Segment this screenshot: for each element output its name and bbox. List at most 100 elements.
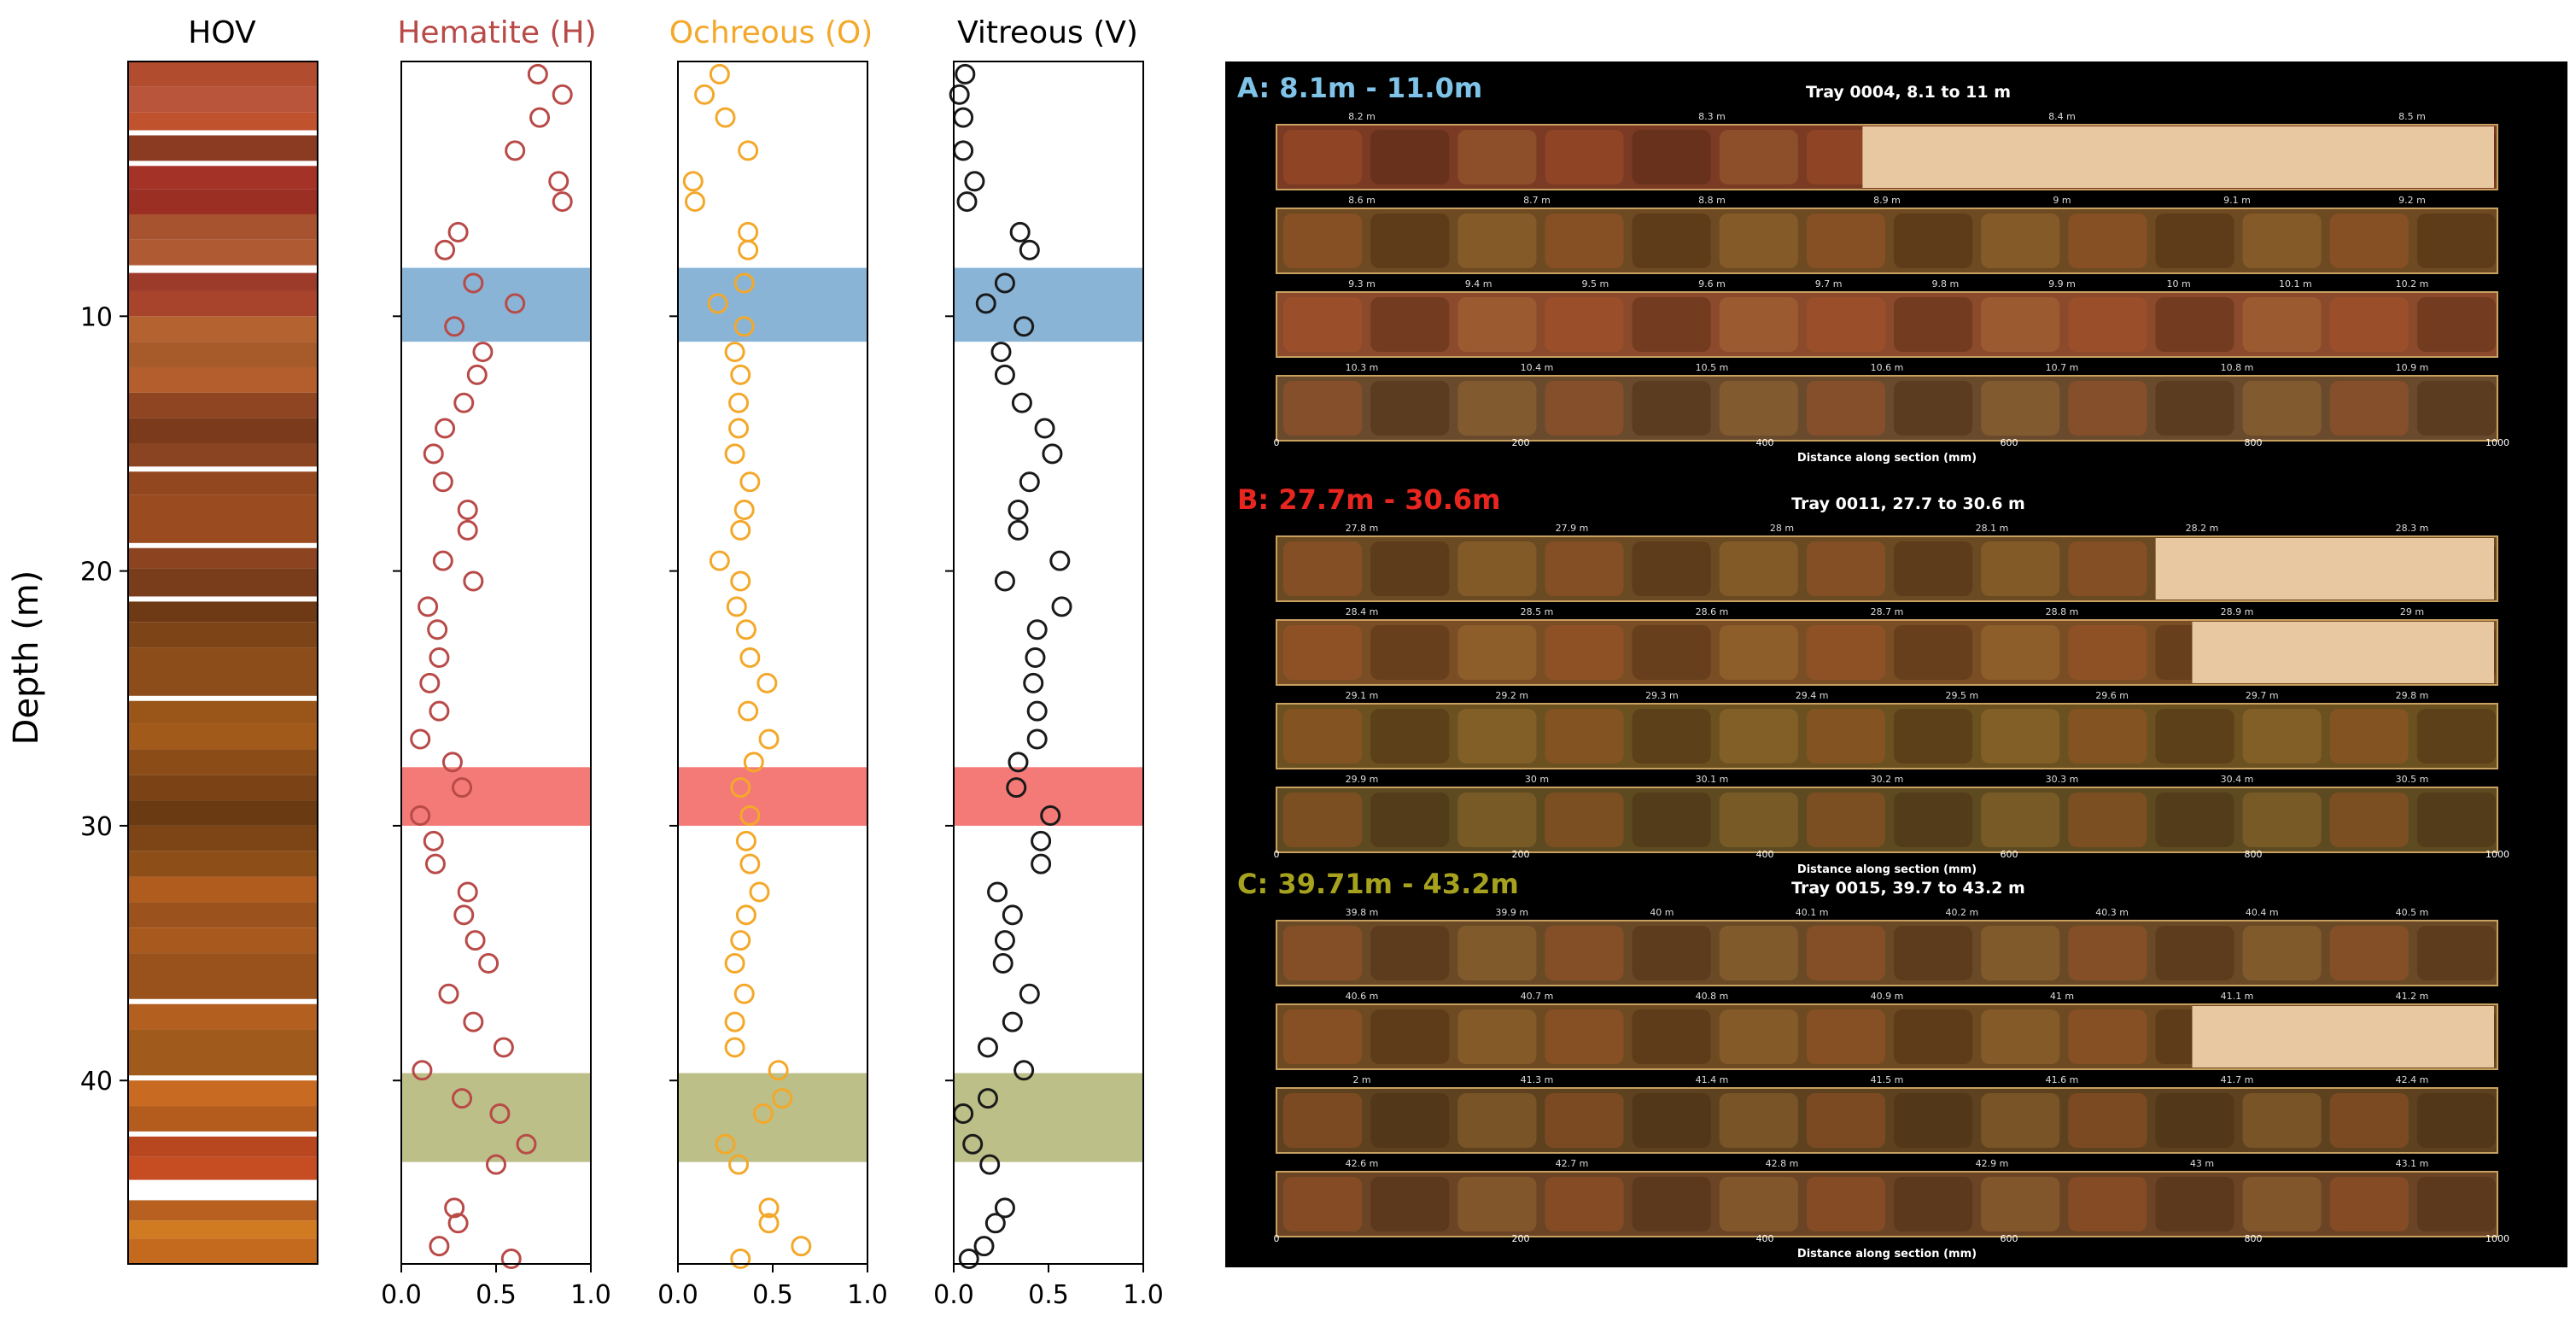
core-segment bbox=[2329, 926, 2409, 980]
core-depth-tick: 30.5 m bbox=[2396, 774, 2429, 785]
data-point bbox=[758, 1213, 780, 1234]
core-depth-tick: 30.3 m bbox=[2046, 774, 2079, 785]
core-sample bbox=[1276, 920, 2498, 986]
depth-axis-label: Depth (m) bbox=[7, 570, 46, 746]
core-depth-tick: 9.2 m bbox=[2398, 195, 2426, 206]
hov-strip bbox=[128, 601, 318, 623]
core-segment bbox=[1283, 297, 1363, 352]
distance-tick-label: 800 bbox=[2245, 437, 2263, 448]
hov-strip bbox=[128, 443, 318, 467]
data-point bbox=[738, 700, 759, 722]
core-depth-tick: 39.8 m bbox=[1346, 907, 1379, 918]
core-depth-tick: 10.4 m bbox=[1521, 362, 1554, 373]
core-depth-tick: 40.5 m bbox=[2396, 907, 2429, 918]
core-segment bbox=[2242, 1177, 2322, 1231]
core-segment bbox=[1283, 793, 1363, 847]
hov-strip bbox=[128, 61, 318, 87]
core-depth-tick: 40 m bbox=[1650, 907, 1674, 918]
core-depth-tick: 40.9 m bbox=[1871, 991, 1904, 1002]
core-depth-tick: 41.6 m bbox=[2046, 1074, 2079, 1085]
core-depth-tick: 9.7 m bbox=[1815, 278, 1843, 290]
core-segment bbox=[2416, 297, 2496, 352]
data-point bbox=[724, 342, 745, 363]
hov-strip bbox=[128, 1029, 318, 1076]
data-point bbox=[724, 1037, 745, 1058]
title-hematite: Hematite (H) bbox=[397, 15, 596, 50]
core-segment bbox=[1719, 1093, 1798, 1148]
core-segment bbox=[1545, 709, 1624, 763]
data-point bbox=[516, 1133, 537, 1155]
core-depth-tick: 10.7 m bbox=[2046, 362, 2079, 373]
data-point bbox=[438, 983, 459, 1004]
core-segment bbox=[2068, 1009, 2147, 1064]
data-point bbox=[1019, 239, 1040, 260]
core-depth-tick: 42.4 m bbox=[2396, 1074, 2429, 1085]
core-segment bbox=[2155, 297, 2234, 352]
core-segment bbox=[1719, 381, 1798, 436]
vitreous-panel: 0.0 0.5 1.0 bbox=[933, 61, 1164, 1310]
core-depth-tick: 28.8 m bbox=[2046, 606, 2079, 617]
core-segment bbox=[1719, 793, 1798, 847]
core-segment bbox=[1806, 541, 1885, 596]
hov-strip bbox=[128, 902, 318, 928]
core-segment bbox=[2242, 381, 2322, 436]
core-depth-tick: 40.8 m bbox=[1696, 991, 1729, 1002]
hov-strip bbox=[128, 800, 318, 826]
distance-tick-label: 400 bbox=[1756, 1233, 1774, 1244]
core-segment bbox=[1894, 381, 1973, 436]
x-tick-label: 0.5 bbox=[1028, 1280, 1069, 1310]
data-point bbox=[410, 804, 431, 826]
core-depth-tick: 42.9 m bbox=[1976, 1158, 2009, 1169]
data-point bbox=[728, 1154, 750, 1175]
core-depth-tick: 9.5 m bbox=[1581, 278, 1609, 290]
data-point bbox=[478, 953, 499, 974]
data-point bbox=[730, 930, 751, 951]
depth-tick-label: 30 bbox=[80, 812, 113, 842]
data-point bbox=[752, 1103, 774, 1124]
core-depth-tick: 28.6 m bbox=[1696, 606, 1729, 617]
data-point bbox=[1013, 316, 1035, 337]
core-segment bbox=[2416, 1177, 2496, 1231]
data-point bbox=[1008, 519, 1029, 541]
distance-tick-label: 800 bbox=[2245, 1233, 2263, 1244]
hov-strip bbox=[128, 112, 318, 131]
data-point bbox=[457, 519, 478, 541]
data-point bbox=[505, 293, 526, 314]
core-segment bbox=[1370, 709, 1450, 763]
hov-strip bbox=[128, 316, 318, 342]
core-segment bbox=[2329, 793, 2409, 847]
hov-strip bbox=[128, 622, 318, 648]
core-segment bbox=[1894, 793, 1973, 847]
depth-highlight-band bbox=[401, 767, 591, 826]
core-segment bbox=[2416, 926, 2496, 980]
data-point bbox=[452, 1088, 473, 1109]
core-segment bbox=[1719, 541, 1798, 596]
core-segment bbox=[1719, 625, 1798, 680]
data-point bbox=[730, 1249, 751, 1270]
hov-strip bbox=[128, 418, 318, 444]
data-point bbox=[994, 570, 1015, 592]
distance-tick-label: 600 bbox=[2001, 849, 2018, 860]
hov-strip bbox=[128, 876, 318, 903]
core-sample bbox=[1276, 787, 2498, 853]
data-point bbox=[1011, 392, 1032, 413]
core-depth-tick: 41.3 m bbox=[1521, 1074, 1554, 1085]
data-point bbox=[739, 471, 761, 493]
hov-strip bbox=[128, 471, 318, 495]
core-segment bbox=[1545, 1009, 1624, 1064]
data-point bbox=[419, 672, 441, 693]
core-depth-tick: 29 m bbox=[2400, 606, 2424, 617]
core-segment bbox=[1894, 214, 1973, 268]
core-segment bbox=[2329, 381, 2409, 436]
core-segment bbox=[2416, 793, 2496, 847]
depth-tick-label: 40 bbox=[80, 1067, 113, 1097]
core-depth-tick: 30.2 m bbox=[1871, 774, 1904, 785]
data-point bbox=[739, 647, 761, 669]
depth-tick-label: 10 bbox=[80, 302, 113, 332]
core-segment bbox=[1632, 625, 1711, 680]
core-depth-tick: 29.7 m bbox=[2246, 690, 2279, 701]
data-point bbox=[424, 853, 446, 875]
data-point bbox=[552, 191, 573, 213]
data-point bbox=[730, 519, 751, 541]
data-point bbox=[447, 221, 469, 243]
